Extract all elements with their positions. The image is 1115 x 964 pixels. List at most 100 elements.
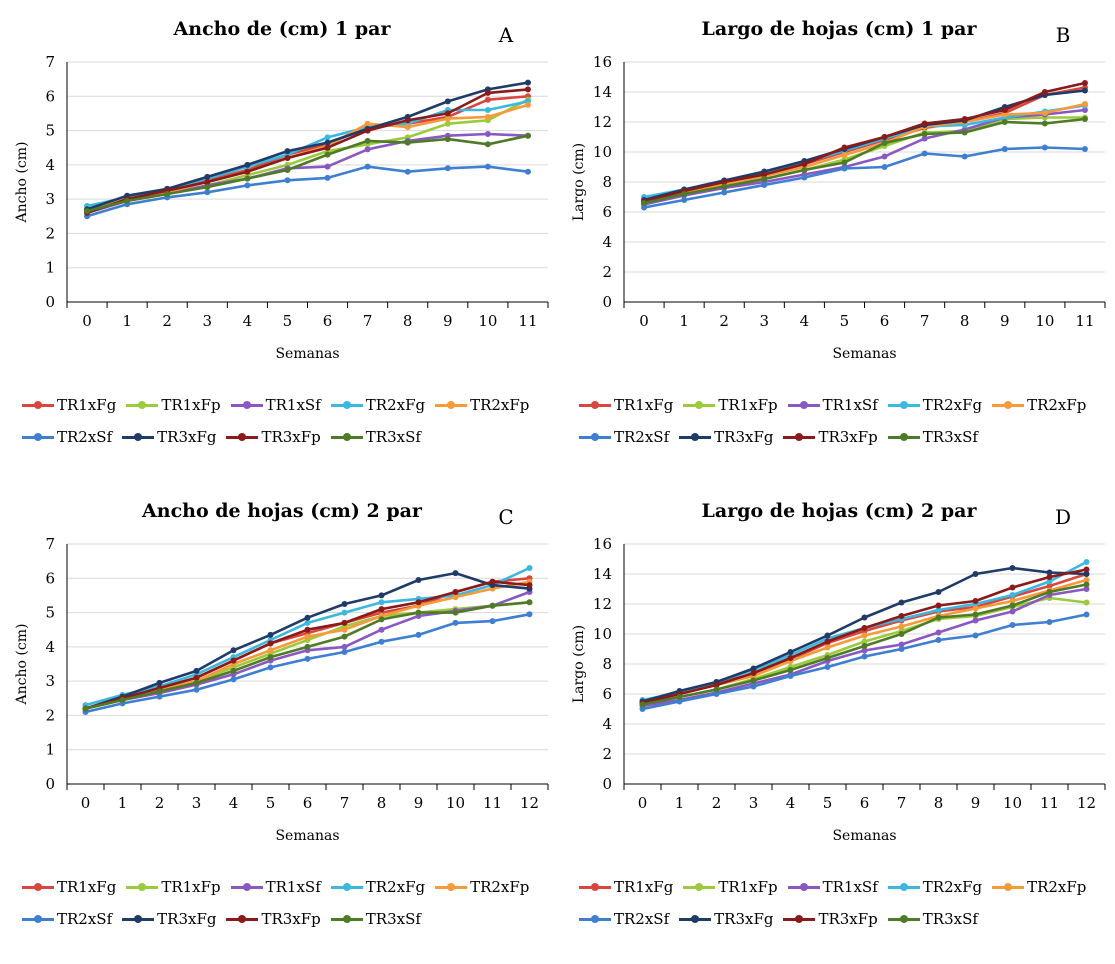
legend-swatch <box>579 915 611 923</box>
legend-item: TR3xFp <box>226 428 321 446</box>
data-point-tr3xfp <box>415 599 422 606</box>
data-point-tr2xfg <box>935 607 942 613</box>
x-tick-label: 3 <box>192 794 202 812</box>
y-tick-label: 16 <box>593 535 612 553</box>
legend-label: TR3xFp <box>261 428 321 446</box>
data-point-tr3xfp <box>364 127 371 134</box>
chart-title: Ancho de (cm) 1 par <box>173 18 392 40</box>
data-point-tr2xsf <box>881 164 888 170</box>
chart-d-svg: Largo de hojas (cm) 2 par D02468101214160… <box>571 500 1106 844</box>
legend-swatch <box>783 915 816 923</box>
x-tick-label: 1 <box>118 794 128 812</box>
x-axis-label: Semanas <box>832 346 896 362</box>
legend-item: TR3xSf <box>887 428 978 446</box>
x-axis-label: Semanas <box>275 346 339 362</box>
legend-swatch <box>787 401 820 409</box>
legend-item: TR2xFp <box>435 878 529 896</box>
legend-swatch <box>579 883 611 891</box>
data-point-tr2xfp <box>824 644 831 651</box>
x-tick-label: 7 <box>363 312 373 330</box>
data-point-tr3xfp <box>972 598 979 604</box>
legend-item: TR3xFg <box>679 428 773 446</box>
data-point-tr1xsf <box>378 626 385 633</box>
data-point-tr1xfp <box>861 638 868 645</box>
x-tick-label: 5 <box>266 794 276 812</box>
chart-panel-b: Largo de hojas (cm) 1 par B 0 2 4 6 8 10 12 14 16 0… <box>557 0 1114 482</box>
chart-a-legend: TR1xFg TR1xFp TR1xSf TR2xFg TR2xFp TR2xSf TR3x… <box>22 396 552 446</box>
y-tick-label: 12 <box>593 113 612 131</box>
data-point-tr2xsf <box>156 693 163 700</box>
data-point-tr2xfp <box>898 623 905 630</box>
data-point-tr3xfp <box>1009 584 1016 591</box>
y-tick-label: 0 <box>602 293 612 311</box>
data-point-tr2xfp <box>341 626 348 633</box>
data-point-tr3xfg <box>156 679 163 686</box>
data-point-tr2xfg <box>484 107 491 113</box>
legend-swatch <box>126 401 159 409</box>
legend-label: TR2xFg <box>922 396 983 414</box>
data-point-tr2xsf <box>761 182 768 188</box>
y-tick-label: 0 <box>45 775 55 793</box>
y-tick-label: 0 <box>45 293 55 311</box>
data-point-tr2xfp <box>444 115 451 122</box>
legend-swatch <box>887 883 920 891</box>
data-point-tr3xsf <box>124 197 131 204</box>
data-point-tr3xsf <box>524 132 531 139</box>
data-point-tr1xsf <box>1081 107 1088 113</box>
data-point-tr3xsf <box>489 602 496 609</box>
data-point-tr2xsf <box>898 646 905 652</box>
data-point-tr3xfp <box>304 626 311 633</box>
x-tick-label: 8 <box>403 312 413 330</box>
data-point-tr3xfg <box>378 592 385 599</box>
data-point-tr3xfg <box>284 148 291 155</box>
data-point-tr3xfp <box>1083 566 1090 573</box>
y-tick-label: 7 <box>45 53 55 71</box>
legend-swatch <box>22 883 54 891</box>
data-point-tr3xfg <box>324 139 331 146</box>
y-tick-label: 2 <box>45 224 55 242</box>
legend-swatch <box>887 401 920 409</box>
legend-swatch <box>122 915 155 923</box>
data-point-tr3xfg <box>824 632 831 639</box>
series-line-tr2xsf <box>86 165 529 218</box>
y-tick-label: 4 <box>602 233 612 251</box>
legend-item: TR1xFp <box>683 396 778 414</box>
data-point-tr1xsf <box>364 146 371 153</box>
data-point-tr2xsf <box>404 168 411 175</box>
data-point-tr3xfp <box>961 116 968 122</box>
data-point-tr2xfg <box>304 619 311 626</box>
y-tick-label: 2 <box>602 263 612 281</box>
data-point-tr3xfp <box>244 168 251 175</box>
data-point-tr3xfg <box>750 665 757 672</box>
x-tick-label: 2 <box>719 312 729 330</box>
x-tick-label: 1 <box>679 312 689 330</box>
data-point-tr2xsf <box>378 638 385 645</box>
legend-label: TR2xFp <box>1027 396 1087 414</box>
y-tick-label: 14 <box>593 83 612 101</box>
series-line-tr3xfp <box>86 88 529 215</box>
x-tick-label: 2 <box>162 312 172 330</box>
data-point-tr3xsf <box>881 140 888 146</box>
y-tick-label: 12 <box>593 595 612 613</box>
legend-item: TR2xSf <box>579 428 669 446</box>
legend-label: TR1xFg <box>57 396 117 414</box>
legend-swatch <box>992 401 1025 409</box>
legend-item: TR2xFp <box>435 396 529 414</box>
y-tick-label: 4 <box>45 156 55 174</box>
chart-title: Largo de hojas (cm) 1 par <box>702 18 978 40</box>
data-point-tr1xfp <box>444 120 451 127</box>
data-point-tr2xsf <box>681 197 688 203</box>
legend-label: TR1xFp <box>161 878 221 896</box>
legend-swatch <box>783 433 816 441</box>
legend-label: TR2xFp <box>470 878 530 896</box>
x-tick-label: 10 <box>446 794 465 812</box>
data-point-tr2xsf <box>484 163 491 170</box>
data-point-tr2xfp <box>404 124 411 131</box>
x-tick-label: 12 <box>1077 794 1096 812</box>
data-point-tr2xsf <box>961 153 968 160</box>
data-point-tr3xfg <box>898 599 905 606</box>
panel-letter: C <box>498 505 513 529</box>
data-point-tr2xsf <box>921 150 928 157</box>
data-point-tr3xsf <box>193 679 200 686</box>
legend-swatch <box>435 401 468 409</box>
